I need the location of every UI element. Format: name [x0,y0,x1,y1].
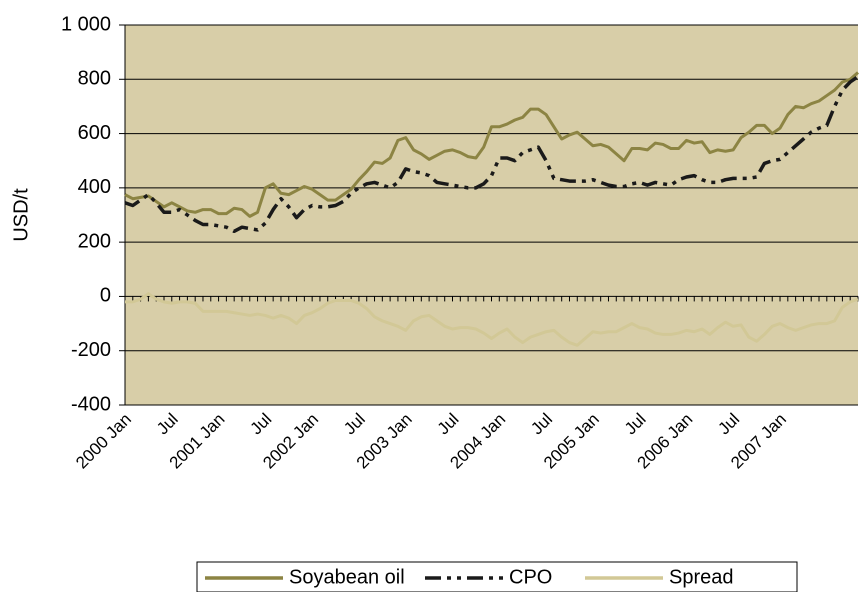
x-tick-label: Jul [340,410,369,439]
x-tick-label: Jul [621,410,650,439]
plot-area [125,25,858,405]
legend-box [196,561,798,592]
y-tick-label: 600 [78,122,111,144]
legend-label: CPO [509,566,552,588]
y-tick-label: 0 [100,285,111,307]
x-tick-label: Jul [247,410,276,439]
y-tick-label: 400 [78,176,111,198]
series-line [124,71,859,218]
x-tick-label: Jul [714,410,743,439]
x-tick-label: Jul [527,410,556,439]
x-tick-label: Jul [434,410,463,439]
y-axis-title: USD/t [10,188,32,242]
legend-label: Spread [669,566,734,588]
series-line [125,292,859,347]
y-tick-label: -200 [71,339,111,361]
x-tick-label: Jul [153,410,182,439]
y-tick-label: 1 000 [61,13,111,35]
legend-label: Soyabean oil [289,566,405,588]
y-tick-label: -400 [71,393,111,415]
y-tick-label: 200 [78,230,111,252]
y-tick-label: 800 [78,68,111,90]
x-tick-label: 2000 Jan [72,410,135,473]
series-line [124,75,859,234]
